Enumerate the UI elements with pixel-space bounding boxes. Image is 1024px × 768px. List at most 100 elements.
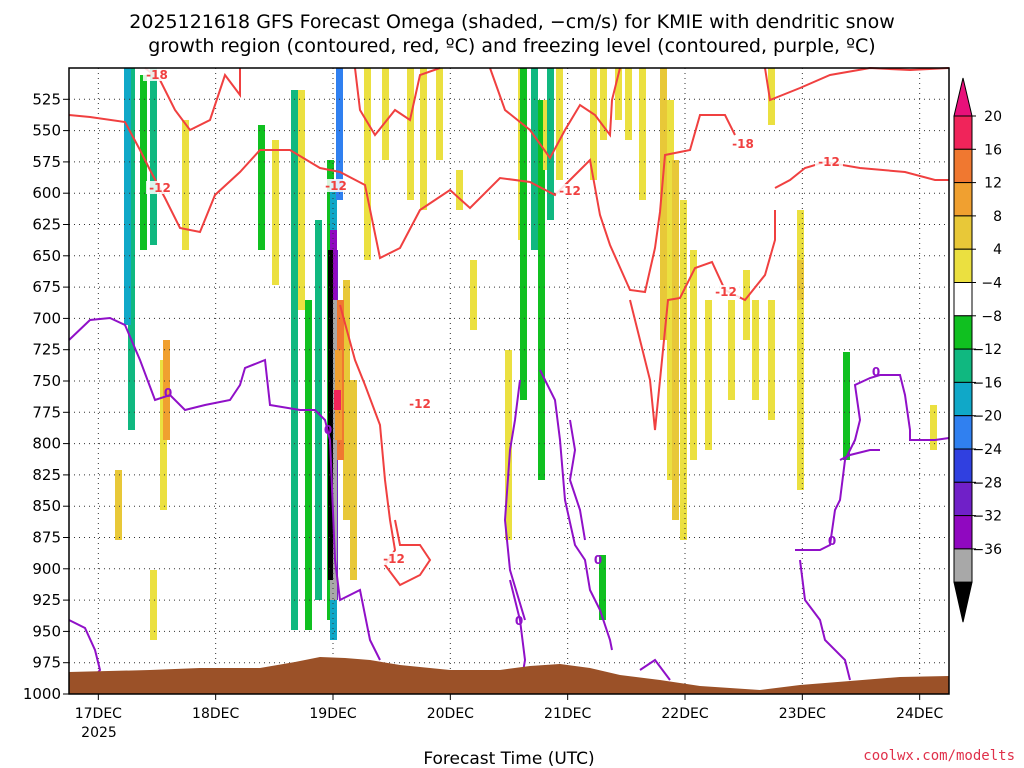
omega-band [182, 120, 189, 250]
omega-band [305, 300, 312, 630]
freezing-contour-label: 0 [324, 423, 332, 437]
colorbar-label: −12 [972, 342, 1002, 358]
freezing-contour-label: 0 [594, 553, 602, 567]
omega-band [330, 300, 337, 600]
omega-band [323, 100, 330, 640]
freezing-contour-label: 0 [515, 614, 523, 628]
y-tick-label: 875 [32, 529, 61, 547]
freezing-contour-label: 0 [164, 386, 172, 400]
chart-title-line-1: 2025121618 GFS Forecast Omega (shaded, −… [129, 11, 894, 33]
colorbar-bottom-triangle [953, 581, 973, 623]
omega-band [505, 350, 512, 540]
omega-band [328, 250, 333, 580]
omega-band [538, 100, 545, 480]
omega-band [797, 210, 804, 490]
omega-band [531, 68, 538, 250]
omega-band [207, 280, 214, 370]
omega-band [600, 68, 607, 140]
x-tick-label: 22DEC [661, 706, 708, 722]
colorbar-label: 8 [993, 209, 1002, 225]
contour-label-bg [146, 181, 174, 194]
colorbar-swatch [953, 215, 973, 250]
y-tick-label: 600 [32, 184, 61, 202]
credit-text: coolwx.com/modelts [863, 748, 1015, 764]
omega-band [258, 125, 265, 250]
freezing-contour [503, 379, 526, 621]
omega-band [843, 352, 850, 460]
colorbar-label: 12 [984, 176, 1002, 192]
freezing-contour [799, 559, 851, 681]
omega-band [183, 200, 190, 410]
omega-band [705, 300, 712, 450]
colorbar-label: 16 [984, 142, 1002, 158]
colorbar-label: −4 [981, 276, 1002, 292]
y-tick-label: 650 [32, 247, 61, 265]
colorbar: 20 16 12 8 4 −4 −8 −12 −16 −20 −24 −28 −32 −36 [953, 77, 1002, 623]
colorbar-label: −16 [972, 375, 1002, 391]
chart-title-line-2: growth region (contoured, red, ºC) and f… [148, 35, 875, 57]
terrain-polygon [69, 657, 949, 694]
contour-label-bg [380, 552, 408, 565]
omega-band [420, 68, 427, 210]
colorbar-swatch [953, 115, 973, 150]
contour-label-bg [556, 184, 584, 197]
omega-band [343, 280, 350, 520]
dgz-contour [489, 67, 621, 160]
contour-label-bg [729, 137, 757, 150]
y-tick-label: 925 [32, 591, 61, 609]
omega-band [680, 200, 687, 540]
omega-band [672, 160, 679, 520]
dgz-contour-label: -12 [383, 552, 405, 566]
colorbar-label: −8 [981, 309, 1002, 325]
omega-band [470, 260, 477, 330]
colorbar-top-triangle [953, 77, 973, 117]
dgz-contour-label: -18 [732, 137, 754, 151]
contour-label-bg [143, 68, 171, 81]
dgz-contour-label: -12 [559, 184, 581, 198]
colorbar-label: 20 [984, 109, 1002, 125]
dgz-contour [354, 67, 441, 137]
omega-band [752, 300, 759, 400]
omega-band [768, 68, 775, 125]
colorbar-label: −28 [972, 475, 1002, 491]
colorbar-swatch [953, 315, 973, 350]
omega-band [272, 140, 279, 285]
freezing-contour-label: 0 [872, 365, 880, 379]
freezing-contour [795, 374, 950, 551]
y-tick-label: 825 [32, 466, 61, 484]
omega-band [797, 260, 804, 300]
colorbar-swatch [953, 182, 973, 217]
omega-band [543, 100, 550, 170]
y-tick-label: 575 [32, 153, 61, 171]
omega-band [520, 68, 527, 400]
colorbar-label: −32 [972, 509, 1002, 525]
contours [68, 66, 950, 691]
omega-band [556, 68, 563, 180]
colorbar-swatch [953, 548, 973, 583]
contour-label-bg [406, 397, 434, 410]
dgz-contour [144, 67, 241, 132]
dgz-contour [764, 66, 950, 102]
y-axis: 525 550 575 600 625 650 675 700 725 750 775 800 825 8… [23, 90, 69, 703]
omega-band [128, 68, 135, 430]
omega-band [599, 555, 606, 620]
x-tick-label: 21DEC [544, 706, 591, 722]
y-tick-label: 900 [32, 560, 61, 578]
omega-band [364, 68, 371, 260]
x-tick-label: 18DEC [192, 706, 239, 722]
y-tick-label: 675 [32, 278, 61, 296]
dgz-contour-label: -12 [325, 179, 347, 193]
omega-band [334, 390, 341, 410]
omega-band [382, 68, 389, 160]
contour-label-bg [322, 179, 350, 192]
omega-band [315, 220, 322, 600]
colorbar-label: 4 [993, 242, 1002, 258]
omega-band [590, 68, 597, 180]
x-tick-label: 23DEC [779, 706, 826, 722]
contour-label-bg [815, 155, 843, 168]
colorbar-swatch [953, 248, 973, 283]
y-tick-label: 1000 [23, 685, 61, 703]
dgz-contour-label: -12 [149, 181, 171, 195]
contour-label-bg [712, 285, 740, 298]
